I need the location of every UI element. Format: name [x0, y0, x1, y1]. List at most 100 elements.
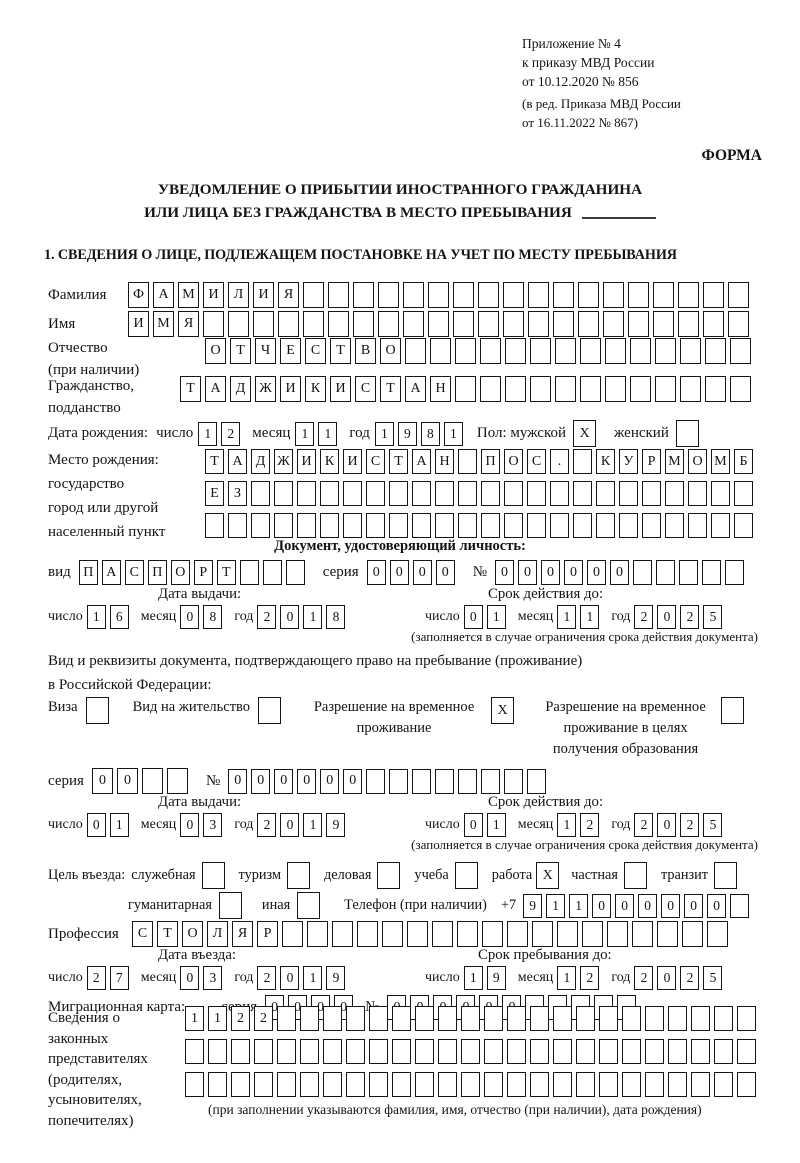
form-cell[interactable]: [297, 513, 316, 538]
form-cell[interactable]: Я: [178, 311, 199, 337]
form-cell[interactable]: 0: [412, 560, 432, 585]
form-cell[interactable]: 2: [634, 813, 654, 837]
form-cell[interactable]: [668, 1039, 687, 1064]
form-cell[interactable]: [297, 892, 321, 919]
form-cell[interactable]: [530, 376, 551, 402]
form-cell[interactable]: X: [573, 420, 597, 447]
form-cell[interactable]: 3: [203, 966, 223, 990]
form-cell[interactable]: О: [205, 338, 226, 364]
form-cell[interactable]: [343, 481, 362, 506]
form-cell[interactable]: [453, 311, 474, 337]
form-cell[interactable]: [553, 311, 574, 337]
form-cell[interactable]: П: [481, 449, 500, 474]
form-cell[interactable]: Т: [330, 338, 351, 364]
form-cell[interactable]: [680, 376, 701, 402]
form-cell[interactable]: [458, 768, 478, 794]
form-cell[interactable]: [628, 311, 649, 337]
form-cell[interactable]: 1: [557, 813, 577, 837]
form-cell[interactable]: [599, 1072, 618, 1097]
form-cell[interactable]: 0: [251, 768, 271, 794]
form-cell[interactable]: [332, 921, 353, 947]
form-cell[interactable]: Т: [180, 376, 201, 402]
form-cell[interactable]: [657, 921, 678, 947]
form-cell[interactable]: [369, 1072, 388, 1097]
form-cell[interactable]: [507, 1006, 526, 1031]
form-cell[interactable]: Т: [205, 449, 224, 474]
form-cell[interactable]: X: [491, 697, 515, 724]
form-cell[interactable]: [300, 1039, 319, 1064]
form-cell[interactable]: И: [297, 449, 316, 474]
form-cell[interactable]: [633, 560, 652, 585]
form-cell[interactable]: [504, 513, 523, 538]
form-cell[interactable]: 2: [254, 1006, 273, 1031]
form-cell[interactable]: [328, 282, 349, 308]
form-cell[interactable]: [435, 481, 454, 506]
form-cell[interactable]: [668, 1072, 687, 1097]
form-cell[interactable]: М: [711, 449, 730, 474]
form-cell[interactable]: 1: [185, 1006, 204, 1031]
form-cell[interactable]: О: [170, 560, 190, 585]
form-cell[interactable]: [323, 1072, 342, 1097]
form-cell[interactable]: О: [380, 338, 401, 364]
form-cell[interactable]: [734, 513, 753, 538]
form-cell[interactable]: [734, 481, 753, 506]
purpose-tourism-checkbox[interactable]: [287, 862, 314, 889]
form-cell[interactable]: .: [550, 449, 569, 474]
form-cell[interactable]: [530, 1039, 549, 1064]
form-cell[interactable]: [711, 513, 730, 538]
form-cell[interactable]: [504, 768, 524, 794]
form-cell[interactable]: [277, 1072, 296, 1097]
form-cell[interactable]: К: [320, 449, 339, 474]
form-cell[interactable]: [353, 311, 374, 337]
form-cell[interactable]: 1: [208, 1006, 227, 1031]
form-cell[interactable]: И: [203, 282, 224, 308]
form-cell[interactable]: [454, 862, 478, 889]
form-cell[interactable]: [346, 1006, 365, 1031]
purpose-work-checkbox[interactable]: X: [536, 862, 563, 889]
form-cell[interactable]: [253, 311, 274, 337]
form-cell[interactable]: Т: [157, 921, 178, 947]
form-cell[interactable]: [480, 338, 501, 364]
form-cell[interactable]: 1: [580, 605, 600, 629]
form-cell[interactable]: Д: [251, 449, 270, 474]
form-cell[interactable]: [655, 338, 676, 364]
form-cell[interactable]: Н: [435, 449, 454, 474]
form-cell[interactable]: 0: [684, 893, 704, 918]
form-cell[interactable]: 0: [463, 605, 483, 629]
form-cell[interactable]: Р: [257, 921, 278, 947]
form-cell[interactable]: [455, 338, 476, 364]
form-cell[interactable]: [573, 449, 592, 474]
form-cell[interactable]: [208, 1072, 227, 1097]
form-cell[interactable]: Б: [734, 449, 753, 474]
form-cell[interactable]: [205, 513, 224, 538]
form-cell[interactable]: А: [205, 376, 226, 402]
form-cell[interactable]: 2: [257, 813, 277, 837]
form-cell[interactable]: И: [343, 449, 362, 474]
form-cell[interactable]: [505, 376, 526, 402]
form-cell[interactable]: [185, 1072, 204, 1097]
form-cell[interactable]: [403, 282, 424, 308]
form-cell[interactable]: К: [305, 376, 326, 402]
form-cell[interactable]: С: [132, 921, 153, 947]
form-cell[interactable]: [553, 1039, 572, 1064]
form-cell[interactable]: [576, 1039, 595, 1064]
form-cell[interactable]: [405, 338, 426, 364]
form-cell[interactable]: 0: [320, 768, 340, 794]
form-cell[interactable]: 2: [680, 605, 700, 629]
form-cell[interactable]: 0: [274, 768, 294, 794]
form-cell[interactable]: [628, 282, 649, 308]
form-cell[interactable]: [366, 481, 385, 506]
form-cell[interactable]: У: [619, 449, 638, 474]
form-cell[interactable]: [691, 1072, 710, 1097]
form-cell[interactable]: [428, 311, 449, 337]
form-cell[interactable]: [262, 560, 282, 585]
